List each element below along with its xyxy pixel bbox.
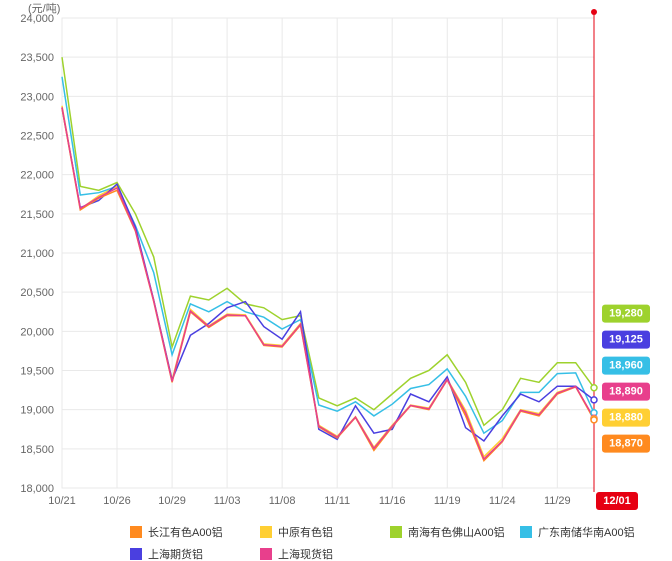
y-tick-label: 23,500 (20, 52, 54, 64)
legend-label-sh_future: 上海期货铝 (148, 547, 203, 561)
svg-text:19,125: 19,125 (609, 334, 643, 346)
legend-swatch-sh_spot (260, 548, 272, 560)
legend-label-nanhai: 南海有色佛山A00铝 (408, 525, 505, 539)
legend-label-zhongyuan: 中原有色铝 (278, 525, 333, 539)
legend-swatch-changjiang (130, 526, 142, 538)
svg-text:19,280: 19,280 (609, 308, 643, 320)
x-tick-label: 11/08 (269, 495, 296, 507)
y-tick-label: 20,000 (20, 326, 54, 338)
x-tick-label: 10/26 (103, 495, 131, 507)
series-sh_future (62, 108, 594, 441)
legend-swatch-gd_nanchu (520, 526, 532, 538)
y-axis-title: (元/吨) (28, 2, 60, 15)
x-tick-label: 11/03 (214, 495, 241, 507)
legend-label-changjiang: 长江有色A00铝 (148, 525, 223, 539)
y-tick-label: 18,500 (20, 444, 54, 456)
legend-swatch-sh_future (130, 548, 142, 560)
x-tick-label: 11/24 (489, 495, 516, 507)
y-tick-label: 23,000 (20, 91, 54, 103)
x-tick-label: 10/29 (158, 495, 186, 507)
legend-label-gd_nanchu: 广东南储华南A00铝 (538, 525, 635, 539)
legend-label-sh_spot: 上海现货铝 (278, 547, 333, 561)
svg-text:12/01: 12/01 (603, 495, 631, 507)
y-tick-label: 22,500 (20, 131, 54, 143)
x-tick-label: 11/19 (434, 495, 461, 507)
x-tick-label: 11/16 (379, 495, 406, 507)
price-line-chart: 18,000 18,500 19,000 19,500 20,000 20,500 21,0… (0, 0, 672, 561)
y-tick-label: 18,000 (20, 483, 54, 495)
x-tick-label: 10/21 (48, 495, 76, 507)
y-tick-label: 21,000 (20, 248, 54, 260)
chart-container: 18,000 18,500 19,000 19,500 20,000 20,500 21,0… (0, 0, 672, 561)
series-zhongyuan (62, 106, 594, 457)
y-tick-label: 19,500 (20, 366, 54, 378)
y-tick-label: 22,000 (20, 170, 54, 182)
y-tick-label: 21,500 (20, 209, 54, 221)
y-tick-label: 19,000 (20, 405, 54, 417)
svg-text:18,890: 18,890 (609, 386, 643, 398)
legend-swatch-nanhai (390, 526, 402, 538)
legend-swatch-zhongyuan (260, 526, 272, 538)
x-tick-label: 11/29 (544, 495, 571, 507)
svg-text:18,880: 18,880 (609, 412, 643, 424)
series-sh_spot (62, 107, 594, 459)
svg-text:18,960: 18,960 (609, 360, 643, 372)
x-tick-label: 11/11 (324, 495, 350, 507)
y-tick-label: 20,500 (20, 287, 54, 299)
svg-text:18,870: 18,870 (609, 438, 643, 450)
